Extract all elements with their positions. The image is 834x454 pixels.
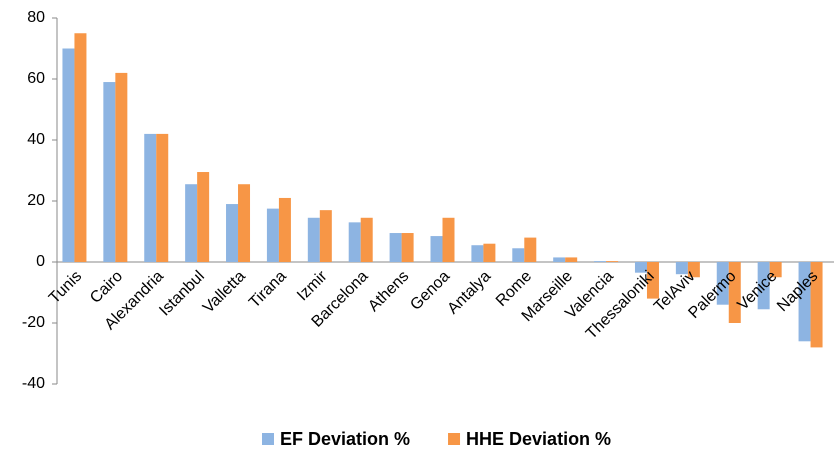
bar <box>524 237 537 262</box>
bar <box>471 245 484 262</box>
bar <box>606 261 619 262</box>
bar <box>197 172 210 262</box>
bar <box>278 197 291 262</box>
bar <box>103 82 116 262</box>
y-tick-label: -20 <box>22 314 45 331</box>
x-tick-label: Valletta <box>200 268 249 317</box>
bar <box>553 257 566 262</box>
bar <box>115 72 128 263</box>
x-tick-label: Cairo <box>87 268 126 307</box>
bar <box>728 262 741 323</box>
bar <box>144 133 157 262</box>
bar <box>430 236 443 262</box>
x-tick-label: Venice <box>734 268 780 314</box>
legend-label: EF Deviation % <box>280 429 410 449</box>
bar <box>769 262 782 278</box>
y-tick-label: 0 <box>36 253 45 270</box>
bar <box>757 262 770 310</box>
y-tick-label: 40 <box>27 131 45 148</box>
bar <box>675 262 688 275</box>
bar <box>62 48 75 262</box>
bar <box>360 217 373 262</box>
legend-swatch <box>448 433 461 445</box>
bar <box>389 233 402 262</box>
bar <box>74 33 87 262</box>
x-tick-label: Izmir <box>294 267 331 304</box>
bar <box>810 262 823 348</box>
bar <box>185 184 198 262</box>
bar <box>512 248 525 262</box>
legend-label: HHE Deviation % <box>466 429 611 449</box>
bar <box>442 217 455 262</box>
bar <box>687 262 700 278</box>
y-tick-label: 20 <box>27 192 45 209</box>
x-tick-label: Tunis <box>46 268 85 307</box>
x-tick-label: Tirana <box>246 268 290 312</box>
y-tick-label: 80 <box>27 9 45 26</box>
bar <box>307 217 320 262</box>
legend-swatch <box>262 433 274 445</box>
bar <box>348 222 361 262</box>
x-tick-label: Istanbul <box>156 268 208 320</box>
bar <box>594 261 607 262</box>
bar <box>156 133 169 262</box>
bar <box>266 208 279 262</box>
bar <box>483 243 496 262</box>
y-tick-label: -40 <box>22 375 45 392</box>
bar <box>226 204 239 262</box>
bar <box>716 262 729 305</box>
bar <box>798 262 811 342</box>
bar <box>238 184 251 262</box>
bar <box>646 262 659 299</box>
y-tick-label: 60 <box>27 70 45 87</box>
bar <box>401 233 414 262</box>
bar <box>634 262 647 273</box>
x-tick-label: Athens <box>365 268 412 315</box>
bar <box>319 210 332 262</box>
x-tick-label: Antalya <box>444 268 494 318</box>
bar <box>565 257 578 262</box>
